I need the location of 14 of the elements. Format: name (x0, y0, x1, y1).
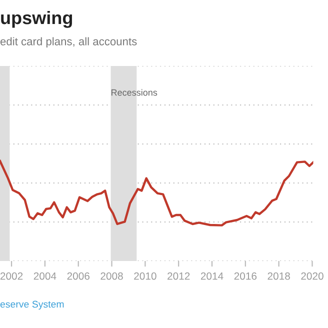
x-tick-label: 2010 (134, 272, 156, 280)
x-tick-label: 2004 (34, 272, 56, 280)
x-tick-label: 2008 (100, 272, 123, 280)
x-tick-label: 2006 (67, 272, 90, 280)
band-label: Recessions (112, 89, 158, 96)
chart-title: upswing (1, 10, 72, 28)
x-tick-label: 2002 (0, 272, 23, 280)
text: eserve System (0, 300, 64, 310)
x-tick-label: 2014 (200, 272, 224, 280)
x-tick-label: 2018 (268, 272, 290, 280)
x-tick-label: 2012 (168, 272, 190, 280)
x-tick-label: 2020 (301, 272, 324, 280)
chart-subtitle: edit card plans, all accounts (0, 37, 137, 48)
x-tick-label: 2016 (234, 272, 257, 280)
